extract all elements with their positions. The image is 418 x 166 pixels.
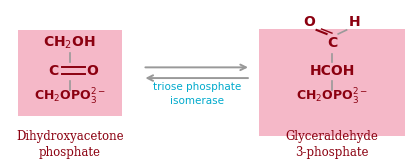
Text: C: C: [48, 64, 58, 78]
Text: C: C: [327, 37, 337, 50]
Text: CH$_2$OPO$_3^{2-}$: CH$_2$OPO$_3^{2-}$: [296, 87, 368, 107]
Text: triose phosphate: triose phosphate: [153, 82, 241, 92]
Text: 3-phosphate: 3-phosphate: [295, 146, 369, 160]
Text: HCOH: HCOH: [309, 64, 354, 78]
Text: CH$_2$OPO$_3^{2-}$: CH$_2$OPO$_3^{2-}$: [34, 87, 106, 107]
Text: O: O: [303, 15, 315, 29]
Text: H: H: [349, 15, 361, 29]
Text: CH$_2$OH: CH$_2$OH: [43, 35, 96, 51]
Text: O: O: [87, 64, 99, 78]
Bar: [259, 29, 405, 136]
Text: isomerase: isomerase: [170, 96, 224, 106]
Text: Dihydroxyacetone: Dihydroxyacetone: [16, 130, 124, 143]
Text: phosphate: phosphate: [39, 146, 101, 160]
Text: Glyceraldehyde: Glyceraldehyde: [285, 130, 378, 143]
Bar: [18, 30, 122, 116]
